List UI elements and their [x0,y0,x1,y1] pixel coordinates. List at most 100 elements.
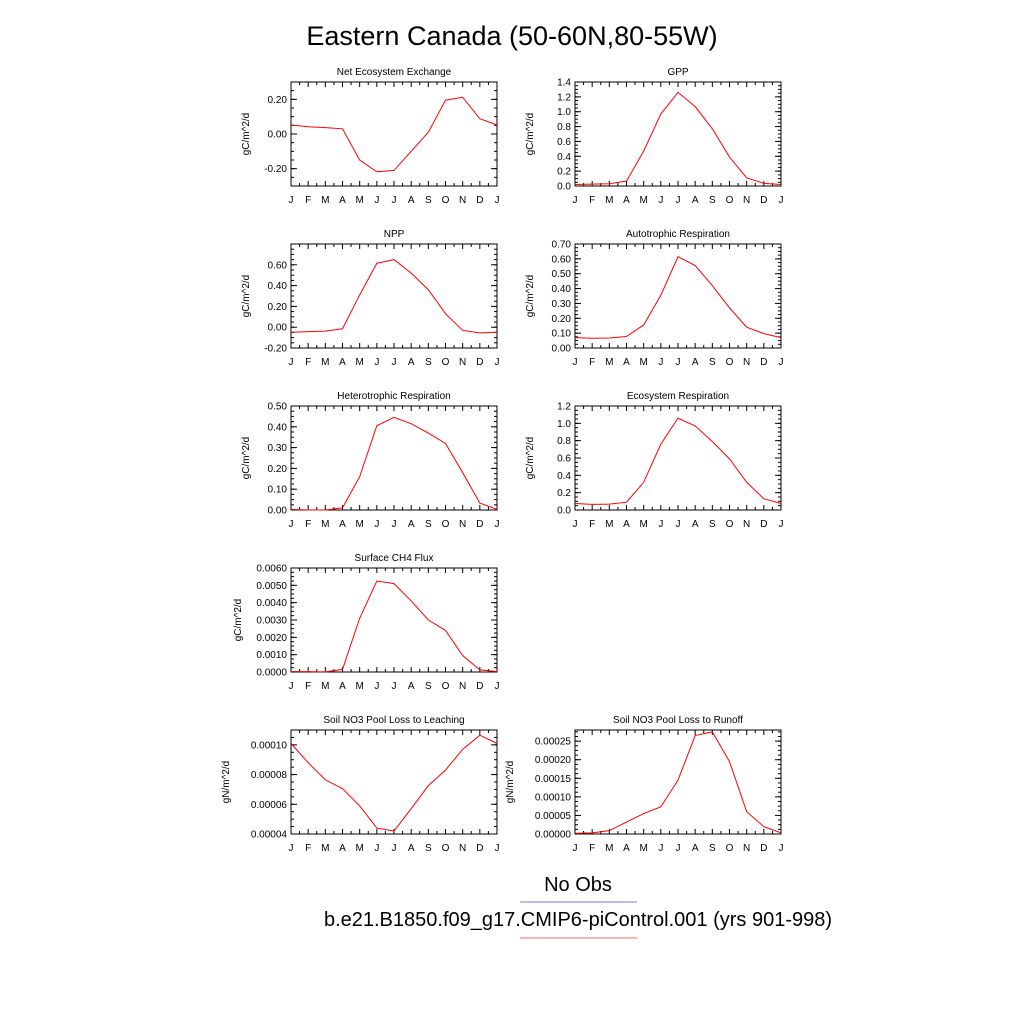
x-tick-label: M [639,519,647,530]
x-tick-label: M [355,519,363,530]
y-axis-label: gC/m^2/d [241,113,252,156]
series-line [290,96,498,173]
y-tick-label: 0.70 [552,240,572,251]
y-tick-label: 0.6 [557,454,571,465]
y-tick-label: 0.00010 [535,792,572,803]
x-tick-label: O [726,357,734,368]
x-tick-label: M [321,681,329,692]
x-tick-label: F [589,519,595,530]
x-tick-label: J [392,519,397,530]
x-tick-label: A [339,195,346,206]
x-tick-label: A [339,357,346,368]
y-axis-label: gC/m^2/d [525,113,536,156]
x-tick-label: M [605,357,613,368]
y-axis-label: gN/m^2/d [221,761,232,804]
x-tick-label: M [355,843,363,854]
y-tick-label: 0.60 [268,260,288,271]
x-tick-label: J [392,843,397,854]
x-tick-label: J [374,843,379,854]
x-tick-label: N [743,519,750,530]
x-tick-label: S [425,519,432,530]
x-tick-label: J [392,681,397,692]
x-tick-label: N [459,843,466,854]
x-tick-label: S [709,843,716,854]
x-tick-label: M [605,843,613,854]
y-axis-label: gN/m^2/d [505,761,516,804]
x-tick-label: F [305,357,311,368]
x-tick-label: J [573,843,578,854]
y-tick-label: 0.00025 [535,737,572,748]
x-tick-label: D [476,357,483,368]
x-tick-label: F [589,357,595,368]
panel-title: Soil NO3 Pool Loss to Leaching [323,715,464,726]
x-tick-label: D [476,519,483,530]
series-line [574,731,782,834]
x-tick-label: A [692,357,699,368]
y-tick-label: 0.00015 [535,774,572,785]
y-tick-label: 0.40 [552,284,572,295]
x-tick-label: J [658,195,663,206]
y-tick-label: 0.50 [268,402,288,413]
x-tick-label: M [355,357,363,368]
x-tick-label: J [676,519,681,530]
x-tick-label: O [726,519,734,530]
y-tick-label: 0.40 [268,281,288,292]
y-tick-label: 0.0060 [256,564,287,575]
x-tick-label: D [760,519,767,530]
x-tick-label: F [589,843,595,854]
x-tick-label: J [374,195,379,206]
panel-title: Ecosystem Respiration [627,391,729,402]
x-tick-label: S [425,681,432,692]
x-tick-label: M [605,519,613,530]
panel-frame [574,81,782,187]
y-tick-label: 1.0 [557,107,571,118]
x-tick-label: J [495,357,500,368]
x-tick-label: J [289,519,294,530]
y-tick-label: 1.4 [557,78,571,89]
x-tick-label: F [305,519,311,530]
y-tick-label: 0.00004 [251,830,288,841]
x-tick-label: A [408,195,415,206]
x-tick-label: M [321,357,329,368]
panel-title: Surface CH4 Flux [355,553,434,564]
y-tick-label: 0.20 [268,464,288,475]
x-tick-label: J [374,519,379,530]
x-tick-label: J [779,357,784,368]
x-tick-label: N [459,357,466,368]
series-line [290,416,498,511]
y-tick-label: 0.00005 [535,811,572,822]
x-tick-label: J [676,843,681,854]
y-tick-label: 0.00000 [535,830,572,841]
x-tick-label: A [692,519,699,530]
y-tick-label: 0.00020 [535,755,572,766]
x-tick-label: A [623,195,630,206]
legend-label-obs: No Obs [544,874,612,896]
x-tick-label: A [408,681,415,692]
x-tick-label: O [726,195,734,206]
x-tick-label: J [573,195,578,206]
x-tick-label: F [589,195,595,206]
y-tick-label: 0.30 [268,443,288,454]
y-tick-label: 0.00 [268,323,288,334]
x-tick-label: A [408,519,415,530]
x-tick-label: A [408,843,415,854]
x-tick-label: D [760,195,767,206]
x-tick-label: M [639,195,647,206]
y-tick-label: 0.0050 [256,581,287,592]
x-tick-label: M [639,843,647,854]
y-tick-label: 0.20 [268,302,288,313]
series-line [290,580,498,673]
series-line [574,255,782,339]
x-tick-label: A [623,519,630,530]
x-tick-label: N [459,195,466,206]
y-tick-label: 0.0 [557,182,571,193]
x-tick-label: M [321,519,329,530]
y-tick-label: 0.00 [552,344,572,355]
x-tick-label: M [639,357,647,368]
panel-title: Soil NO3 Pool Loss to Runoff [613,715,743,726]
x-tick-label: O [442,843,450,854]
x-tick-label: D [760,843,767,854]
